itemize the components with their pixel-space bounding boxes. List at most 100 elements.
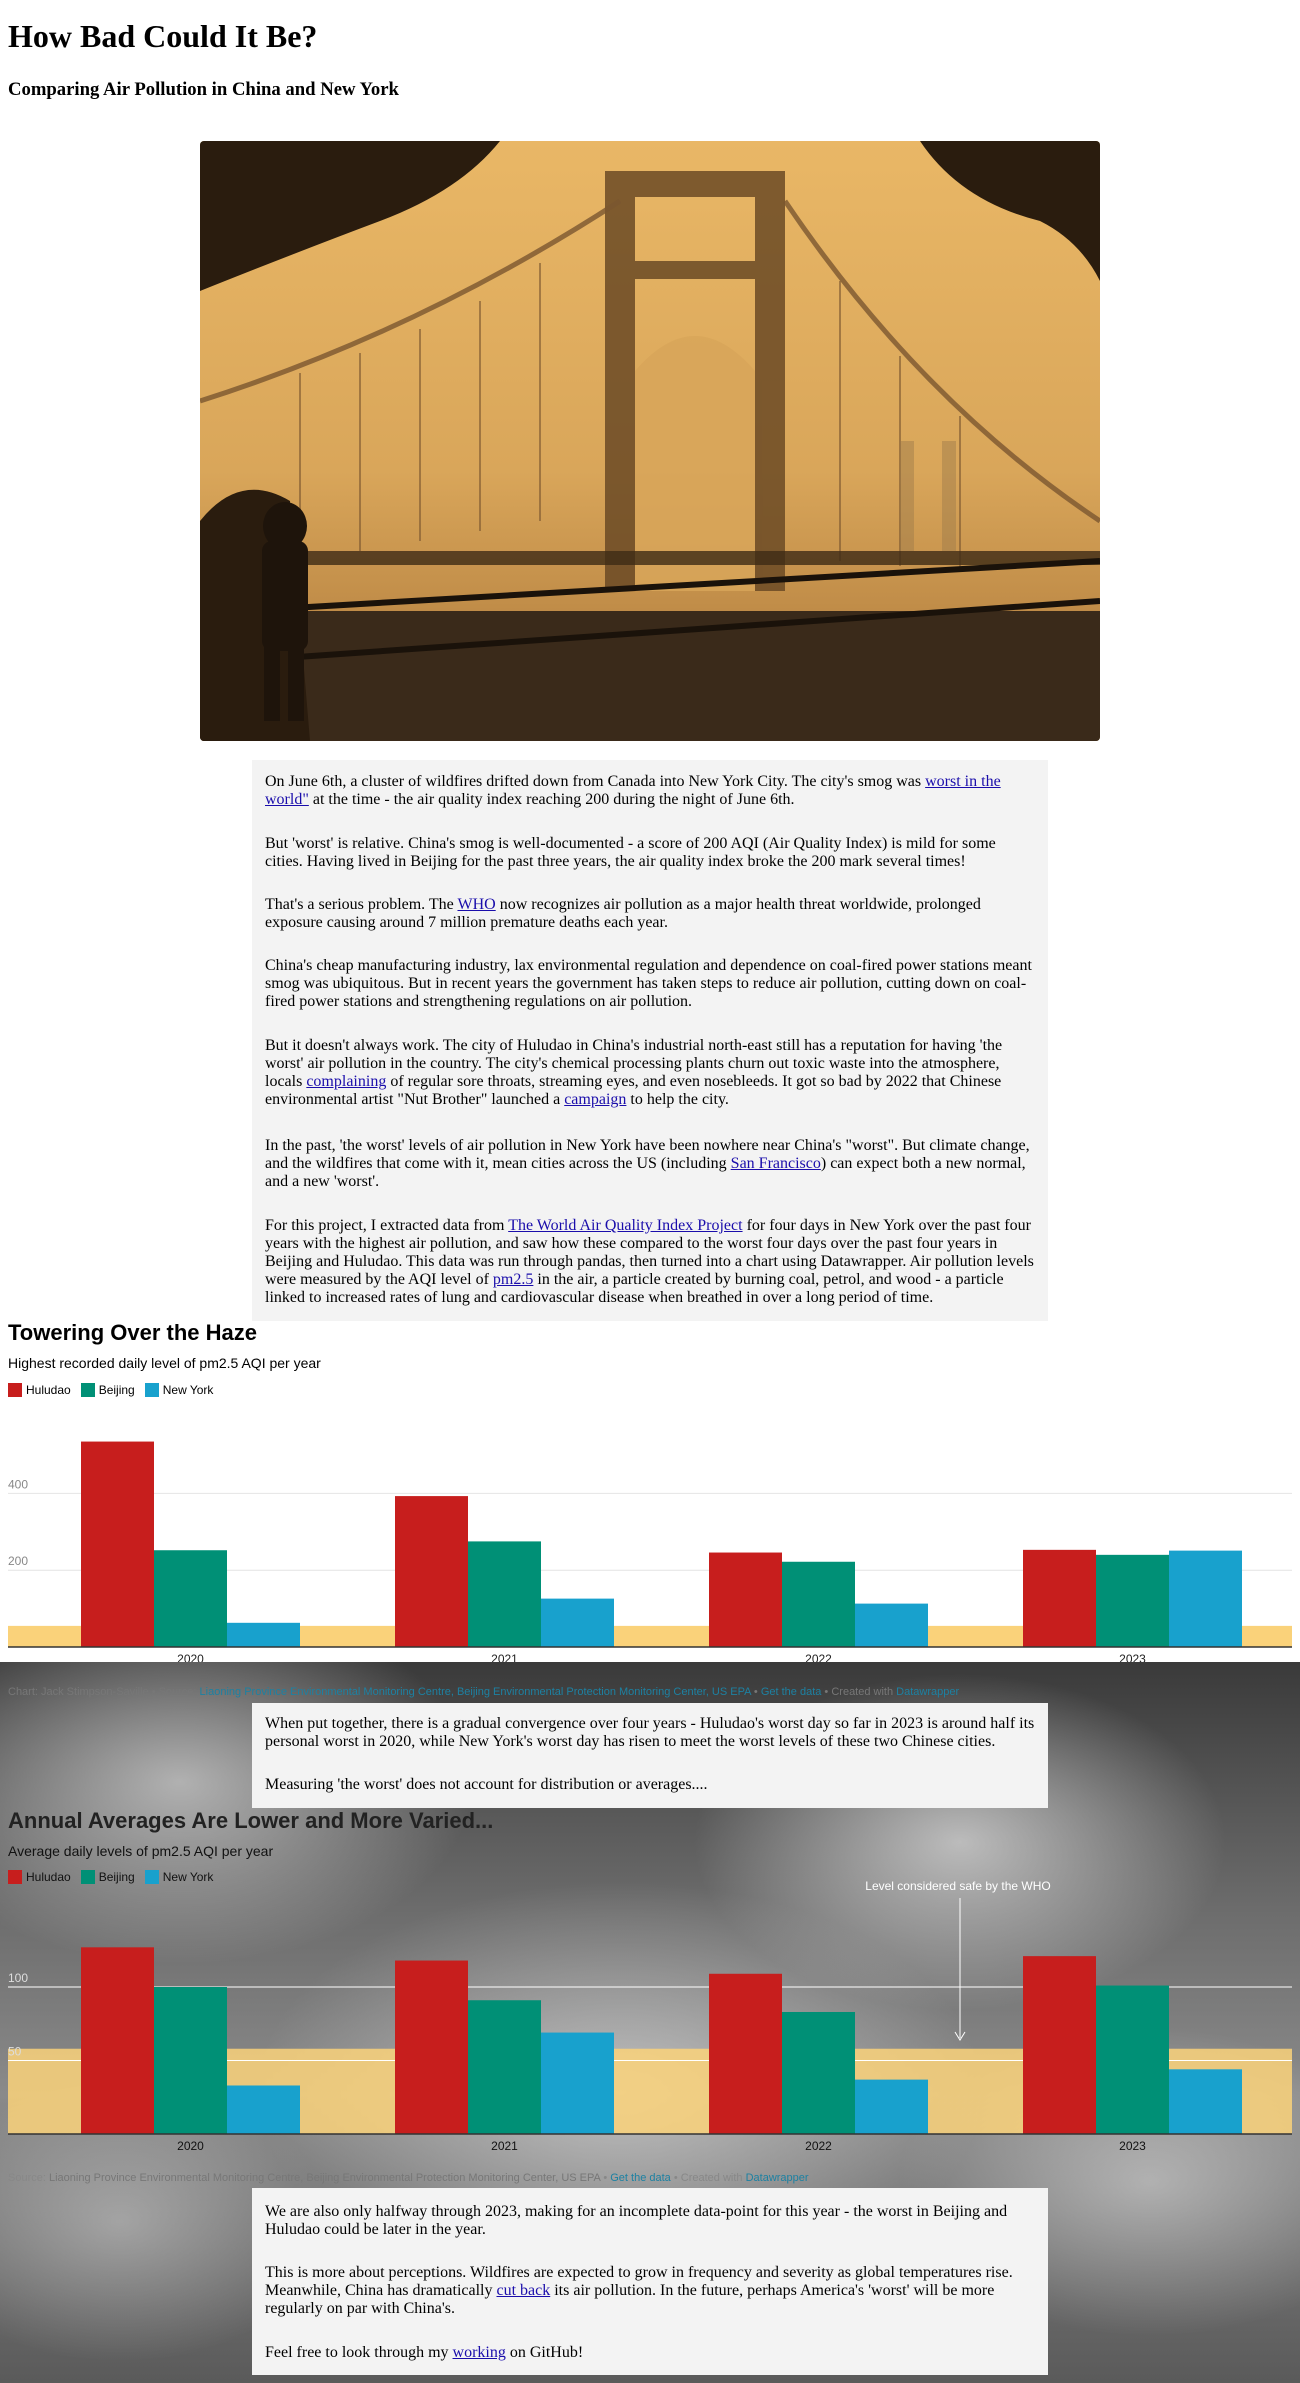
bar-beijing-2022 (782, 1561, 855, 1647)
text: at the time - the air quality index reac… (308, 791, 795, 808)
legend-label: New York (162, 1870, 214, 1884)
chart-2-subtitle: Average daily levels of pm2.5 AQI per ye… (8, 1843, 274, 1859)
bar-new-york-2020 (227, 1622, 300, 1647)
x-tick-label: 2020 (177, 2139, 204, 2153)
legend-label: New York (162, 1383, 214, 1397)
source-prefix: Chart: Jack Stimpson-Saville • Source: (8, 1686, 200, 1698)
hero-image-bridge-in-smog (200, 141, 1100, 741)
bar-huludao-2023 (1023, 1549, 1096, 1647)
highlight-band (8, 1625, 1292, 1647)
article-body-part-2: When put together, there is a gradual co… (252, 1703, 1048, 1808)
san-francisco-link[interactable]: San Francisco (730, 1155, 821, 1172)
legend-swatch (8, 1870, 22, 1884)
text: for four days in New York over the past … (265, 1217, 1034, 1288)
paragraph: In the past, 'the worst' levels of air p… (265, 1137, 1035, 1191)
paragraph: Measuring 'the worst' does not account f… (265, 1776, 708, 1793)
github-working-link[interactable]: working (452, 2344, 506, 2361)
text: now recognizes air pollution as a major … (265, 896, 981, 931)
bar-huludao-2020 (81, 1947, 154, 2134)
legend-label: Huludao (26, 1870, 71, 1884)
legend-swatch (80, 1383, 95, 1397)
page-subtitle: Comparing Air Pollution in China and New… (8, 79, 399, 100)
paragraph: But it doesn't always work. The city of … (265, 1037, 1035, 1109)
bar-huludao-2022 (709, 1973, 782, 2134)
text: ) can expect both a new normal, and a ne… (265, 1155, 1026, 1190)
y-tick-label: 200 (8, 1554, 28, 1568)
legend-swatch (144, 1383, 159, 1397)
bar-beijing-2023 (1096, 1554, 1169, 1647)
chart-2-title: Annual Averages Are Lower and More Varie… (8, 1808, 494, 1833)
chart-2-source: Source: Liaoning Province Environmental … (8, 2172, 809, 2184)
text: Feel free to look through my (265, 2344, 453, 2361)
bar-beijing-2023 (1096, 1985, 1169, 2134)
annotation-arrow-head (954, 2031, 966, 2041)
y-tick-label: 50 (8, 2045, 22, 2059)
worst-in-the-world-link[interactable]: worst in the world" (265, 773, 1001, 808)
text: For this project, I extracted data from (265, 1217, 509, 1234)
x-tick-label: 2020 (177, 1652, 204, 1662)
bar-beijing-2022 (782, 2011, 855, 2134)
x-tick-label: 2023 (1119, 2139, 1146, 2153)
chart-1-legend: Huludao Beijing New York (8, 1383, 213, 1397)
legend-item-new-york: New York (144, 1870, 214, 1884)
legend-item-beijing: Beijing (80, 1870, 135, 1884)
bar-huludao-2021 (395, 1960, 468, 2134)
get-the-data-link[interactable]: Get the data (610, 2172, 671, 2184)
x-tick-label: 2022 (805, 1652, 832, 1662)
paragraph: For this project, I extracted data from … (265, 1217, 1035, 1307)
source-link[interactable]: Liaoning Province Environmental Monitori… (48, 2172, 601, 2184)
legend-label: Beijing (98, 1870, 135, 1884)
bar-huludao-2020 (81, 1441, 154, 1647)
world-aqi-project-link[interactable]: The World Air Quality Index Project (508, 1217, 743, 1234)
legend-item-huludao: Huludao (8, 1383, 71, 1397)
paragraph: On June 6th, a cluster of wildfires drif… (265, 773, 1035, 809)
bar-new-york-2020 (227, 2085, 300, 2134)
bar-beijing-2021 (468, 1541, 541, 1647)
source-link[interactable]: Liaoning Province Environmental Monitori… (199, 1686, 751, 1698)
bar-huludao-2023 (1023, 1956, 1096, 2134)
text: in the air, a particle created by burnin… (265, 1271, 1004, 1306)
legend-label: Huludao (26, 1383, 71, 1397)
text: That's a serious problem. The (265, 896, 458, 913)
legend-swatch (144, 1870, 159, 1884)
x-tick-label: 2022 (805, 2139, 832, 2153)
bar-new-york-2022 (855, 1603, 928, 1647)
chart-1-bar-chart: 200 400 2020 2021 2022 2023 (8, 1441, 1292, 1662)
x-tick-label: 2021 (491, 2139, 518, 2153)
legend-label: Beijing (98, 1383, 135, 1397)
paragraph: That's a serious problem. The WHO now re… (265, 896, 1035, 932)
datawrapper-link[interactable]: Datawrapper (745, 2172, 809, 2184)
bar-beijing-2021 (468, 2000, 541, 2134)
complaining-link[interactable]: complaining (306, 1073, 387, 1090)
paragraph: When put together, there is a gradual co… (265, 1715, 1035, 1750)
campaign-link[interactable]: campaign (564, 1091, 627, 1108)
legend-swatch (80, 1870, 95, 1884)
source-prefix: Source: (8, 2172, 49, 2184)
bar-new-york-2021 (541, 2032, 614, 2134)
bar-new-york-2023 (1169, 1550, 1242, 1647)
who-annotation: Level considered safe by the WHO (865, 1879, 1050, 1893)
y-tick-label: 400 (8, 1477, 28, 1491)
get-the-data-link[interactable]: Get the data (760, 1686, 822, 1698)
page-title: How Bad Could It Be? (8, 18, 318, 54)
bar-huludao-2021 (395, 1496, 468, 1647)
datawrapper-link[interactable]: Datawrapper (896, 1686, 960, 1698)
cut-back-link[interactable]: cut back (496, 2282, 551, 2299)
text: But it doesn't always work. The city of … (265, 1037, 1003, 1090)
text: On June 6th, a cluster of wildfires drif… (265, 773, 926, 790)
text: to help the city. (626, 1091, 729, 1108)
text: its air pollution. In the future, perhap… (265, 2282, 995, 2317)
created-with: Created with (680, 2172, 746, 2184)
legend-item-beijing: Beijing (80, 1383, 135, 1397)
text: This is more about perceptions. Wildfire… (265, 2264, 1013, 2299)
who-link[interactable]: WHO (457, 896, 496, 913)
pm25-link[interactable]: pm2.5 (492, 1271, 534, 1288)
x-tick-label: 2023 (1119, 1652, 1146, 1662)
bar-huludao-2022 (709, 1552, 782, 1647)
x-tick-label: 2021 (491, 1652, 518, 1662)
text: on GitHub! (505, 2344, 584, 2361)
text: of regular sore throats, streaming eyes,… (265, 1073, 1002, 1108)
bar-new-york-2023 (1169, 2069, 1242, 2134)
legend-swatch (8, 1383, 22, 1397)
legend-item-new-york: New York (144, 1383, 214, 1397)
